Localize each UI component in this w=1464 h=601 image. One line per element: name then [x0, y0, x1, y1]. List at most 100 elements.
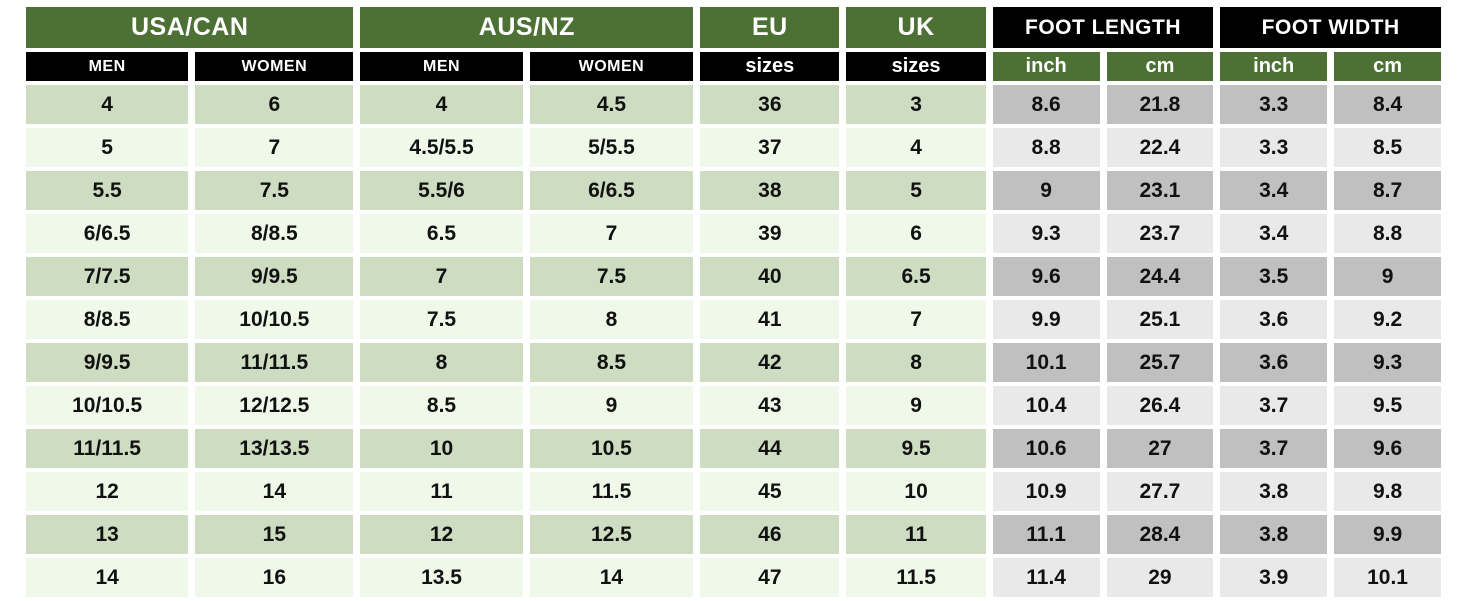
- table-cell: 41: [700, 300, 840, 339]
- table-row: 12 14 11 11.5 45 10 10.9 27.7 3.8 9.8: [26, 472, 1441, 511]
- table-row: 11/11.5 13/13.5 10 10.5 44 9.5 10.6 27 3.7 9.6: [26, 429, 1441, 468]
- table-cell: 11.5: [529, 472, 694, 511]
- table-cell: 14: [26, 558, 189, 597]
- table-cell: 25.7: [1106, 343, 1214, 382]
- table-cell: 27: [1106, 429, 1214, 468]
- group-header-foot-length: FOOT LENGTH: [992, 7, 1214, 48]
- table-cell: 22.4: [1106, 128, 1214, 167]
- table-cell: 27.7: [1106, 472, 1214, 511]
- table-cell: 13.5: [360, 558, 523, 597]
- table-cell: 4.5: [529, 85, 694, 124]
- table-cell: 9.5: [846, 429, 986, 468]
- table-cell: 5.5/6: [360, 171, 523, 210]
- table-cell: 28.4: [1106, 515, 1214, 554]
- group-header-uk: UK: [846, 7, 986, 48]
- table-cell: 8.8: [1334, 214, 1441, 253]
- table-cell: 10.1: [992, 343, 1100, 382]
- table-cell: 9.3: [992, 214, 1100, 253]
- table-cell: 6/6.5: [26, 214, 189, 253]
- table-row: 8/8.5 10/10.5 7.5 8 41 7 9.9 25.1 3.6 9.2: [26, 300, 1441, 339]
- table-cell: 5: [846, 171, 986, 210]
- table-cell: 8.8: [992, 128, 1100, 167]
- table-cell: 3.5: [1220, 257, 1328, 296]
- table-cell: 3.4: [1220, 214, 1328, 253]
- table-cell: 9.9: [992, 300, 1100, 339]
- table-cell: 23.7: [1106, 214, 1214, 253]
- column-header-women-1: WOMEN: [195, 52, 354, 81]
- table-cell: 7/7.5: [26, 257, 189, 296]
- table-cell: 8: [846, 343, 986, 382]
- table-cell: 3.3: [1220, 85, 1328, 124]
- table-cell: 45: [700, 472, 840, 511]
- table-header: USA/CAN AUS/NZ EU UK FOOT LENGTH FOOT WIDTH M…: [26, 7, 1441, 81]
- table-cell: 8: [360, 343, 523, 382]
- table-cell: 10/10.5: [195, 300, 354, 339]
- table-cell: 3.6: [1220, 343, 1328, 382]
- table-cell: 29: [1106, 558, 1214, 597]
- table-cell: 8.6: [992, 85, 1100, 124]
- table-cell: 6/6.5: [529, 171, 694, 210]
- column-header-sizes-4: sizes: [700, 52, 840, 81]
- table-cell: 46: [700, 515, 840, 554]
- table-cell: 9.5: [1334, 386, 1441, 425]
- table-cell: 8/8.5: [26, 300, 189, 339]
- table-cell: 9: [529, 386, 694, 425]
- table-cell: 14: [195, 472, 354, 511]
- table-row: 7/7.5 9/9.5 7 7.5 40 6.5 9.6 24.4 3.5 9: [26, 257, 1441, 296]
- table-cell: 4.5/5.5: [360, 128, 523, 167]
- table-cell: 13/13.5: [195, 429, 354, 468]
- table-cell: 38: [700, 171, 840, 210]
- table-cell: 25.1: [1106, 300, 1214, 339]
- table-cell: 10/10.5: [26, 386, 189, 425]
- table-cell: 7: [529, 214, 694, 253]
- table-row: 5 7 4.5/5.5 5/5.5 37 4 8.8 22.4 3.3 8.5: [26, 128, 1441, 167]
- table-row: 4 6 4 4.5 36 3 8.6 21.8 3.3 8.4: [26, 85, 1441, 124]
- table-cell: 7: [846, 300, 986, 339]
- table-cell: 4: [846, 128, 986, 167]
- table-cell: 8.7: [1334, 171, 1441, 210]
- table-cell: 8: [529, 300, 694, 339]
- table-cell: 3.8: [1220, 515, 1328, 554]
- table-row: 13 15 12 12.5 46 11 11.1 28.4 3.8 9.9: [26, 515, 1441, 554]
- shoe-size-conversion-table: USA/CAN AUS/NZ EU UK FOOT LENGTH FOOT WIDTH M…: [19, 3, 1448, 601]
- table-cell: 12: [360, 515, 523, 554]
- table-cell: 5: [26, 128, 189, 167]
- table-cell: 8.4: [1334, 85, 1441, 124]
- table-cell: 3.6: [1220, 300, 1328, 339]
- table-row: 9/9.5 11/11.5 8 8.5 42 8 10.1 25.7 3.6 9.3: [26, 343, 1441, 382]
- table-cell: 9/9.5: [195, 257, 354, 296]
- table-cell: 14: [529, 558, 694, 597]
- table-cell: 13: [26, 515, 189, 554]
- table-cell: 10.9: [992, 472, 1100, 511]
- table-cell: 4: [26, 85, 189, 124]
- table-cell: 44: [700, 429, 840, 468]
- table-cell: 6: [195, 85, 354, 124]
- table-cell: 3: [846, 85, 986, 124]
- table-cell: 10: [846, 472, 986, 511]
- table-cell: 21.8: [1106, 85, 1214, 124]
- table-cell: 9.6: [992, 257, 1100, 296]
- table-cell: 11.5: [846, 558, 986, 597]
- table-cell: 8/8.5: [195, 214, 354, 253]
- subheader-row: MEN WOMEN MEN WOMEN sizes sizes inch cm inch cm: [26, 52, 1441, 81]
- table-cell: 9.6: [1334, 429, 1441, 468]
- table-cell: 8.5: [529, 343, 694, 382]
- table-cell: 9: [992, 171, 1100, 210]
- table-cell: 12/12.5: [195, 386, 354, 425]
- table-cell: 11/11.5: [195, 343, 354, 382]
- table-cell: 8.5: [360, 386, 523, 425]
- table-cell: 10.4: [992, 386, 1100, 425]
- column-header-cm-7: cm: [1106, 52, 1214, 81]
- column-header-inch-8: inch: [1220, 52, 1328, 81]
- table-cell: 24.4: [1106, 257, 1214, 296]
- table-cell: 10: [360, 429, 523, 468]
- table-cell: 36: [700, 85, 840, 124]
- column-header-sizes-5: sizes: [846, 52, 986, 81]
- group-header-foot-width: FOOT WIDTH: [1220, 7, 1441, 48]
- table-cell: 4: [360, 85, 523, 124]
- table-cell: 10.1: [1334, 558, 1441, 597]
- column-header-men-2: MEN: [360, 52, 523, 81]
- table-cell: 26.4: [1106, 386, 1214, 425]
- table-cell: 11.4: [992, 558, 1100, 597]
- table-cell: 3.8: [1220, 472, 1328, 511]
